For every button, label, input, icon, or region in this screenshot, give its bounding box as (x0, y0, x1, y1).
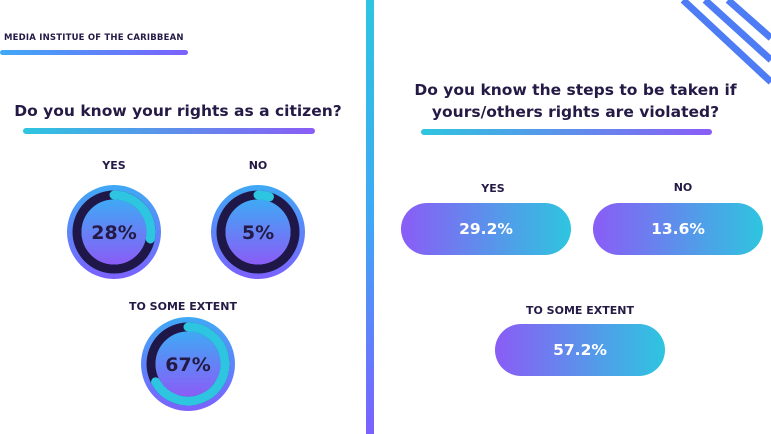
pill-value-to-some-extent: 57.2% (495, 324, 665, 376)
gauge-value-to-some-extent: 67% (165, 354, 210, 376)
left-question-title: Do you know your rights as a citizen? (14, 102, 342, 120)
gauge-arc-no (253, 190, 274, 202)
left-question-underline (23, 128, 315, 134)
gauge-arc-yes (109, 190, 156, 244)
gauge-core-no (225, 199, 291, 265)
right-question-line1: Do you know the steps to be taken if (414, 81, 737, 99)
corner-stripe-2 (702, 0, 771, 63)
corner-stripe-3 (725, 0, 771, 41)
brand-underline (0, 50, 188, 55)
right-question-line2: yours/others rights are violated? (431, 103, 720, 121)
gauge-label-to-some-extent: TO SOME EXTENT (129, 300, 237, 313)
pill-label-no: NO (673, 181, 693, 194)
pill-label-yes: YES (481, 182, 505, 195)
gauge-value-yes: 28% (91, 222, 136, 244)
center-divider (366, 0, 374, 434)
gauge-core-yes (81, 199, 147, 265)
pill-label-to-some-extent: TO SOME EXTENT (526, 304, 634, 317)
right-question-underline (421, 129, 712, 135)
gauge-value-no: 5% (242, 222, 274, 244)
brand-name: MEDIA INSTITUE OF THE CARIBBEAN (4, 33, 184, 43)
gauge-arc-to-some-extent (151, 322, 230, 406)
gauge-label-no: NO (248, 159, 268, 172)
gauge-label-yes: YES (102, 159, 126, 172)
pill-value-no: 13.6% (593, 203, 763, 255)
gauge-core-to-some-extent (155, 331, 221, 397)
pill-value-yes: 29.2% (401, 203, 571, 255)
corner-stripe-1 (680, 0, 771, 85)
